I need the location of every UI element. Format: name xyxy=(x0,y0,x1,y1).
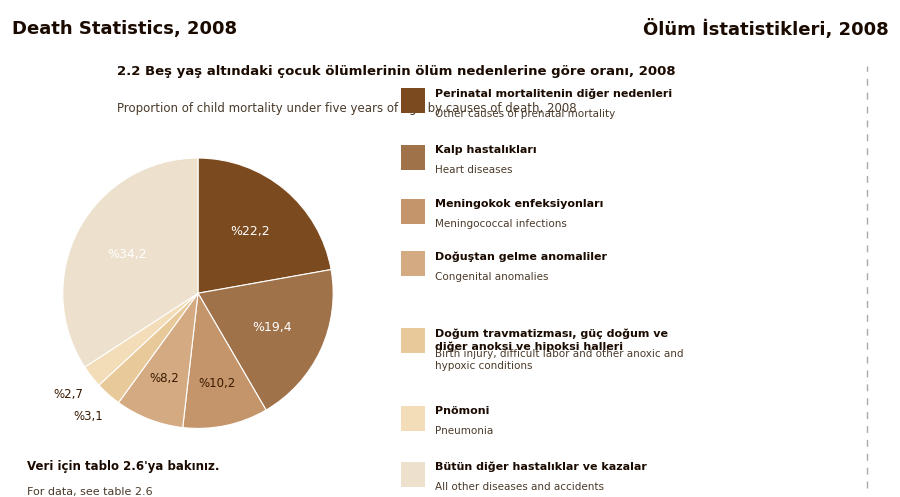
Wedge shape xyxy=(198,158,331,293)
FancyBboxPatch shape xyxy=(400,251,426,276)
Text: %3,1: %3,1 xyxy=(74,410,104,423)
Text: %8,2: %8,2 xyxy=(149,372,180,385)
FancyBboxPatch shape xyxy=(400,145,426,170)
Text: Congenital anomalies: Congenital anomalies xyxy=(435,271,548,282)
Text: Pnömoni: Pnömoni xyxy=(435,406,489,415)
Wedge shape xyxy=(63,158,198,367)
FancyBboxPatch shape xyxy=(400,199,426,224)
Text: %34,2: %34,2 xyxy=(107,248,147,261)
Text: Pneumonia: Pneumonia xyxy=(435,426,493,436)
Text: %10,2: %10,2 xyxy=(198,377,236,390)
Text: Heart diseases: Heart diseases xyxy=(435,165,512,175)
FancyBboxPatch shape xyxy=(400,406,426,431)
Text: Doğum travmatizması, güç doğum ve
diğer anoksi ve hipoksi halleri: Doğum travmatizması, güç doğum ve diğer … xyxy=(435,329,668,352)
Text: Birth injury, difficult labor and other anoxic and
hypoxic conditions: Birth injury, difficult labor and other … xyxy=(435,349,683,371)
Wedge shape xyxy=(85,293,198,385)
Text: Proportion of child mortality under five years of age by causes of death, 2008: Proportion of child mortality under five… xyxy=(117,102,577,115)
Text: Kalp hastalıkları: Kalp hastalıkları xyxy=(435,145,536,155)
Wedge shape xyxy=(119,293,198,427)
Text: Veri için tablo 2.6'ya bakınız.: Veri için tablo 2.6'ya bakınız. xyxy=(27,460,220,473)
Text: Meningokok enfeksiyonları: Meningokok enfeksiyonları xyxy=(435,199,603,209)
Text: %22,2: %22,2 xyxy=(230,225,270,238)
Text: Meningococcal infections: Meningococcal infections xyxy=(435,219,566,230)
FancyBboxPatch shape xyxy=(400,329,426,353)
Text: Other causes of prenatal mortality: Other causes of prenatal mortality xyxy=(435,109,615,119)
FancyBboxPatch shape xyxy=(400,88,426,113)
Text: Perinatal mortalitenin diğer nedenleri: Perinatal mortalitenin diğer nedenleri xyxy=(435,88,671,99)
Wedge shape xyxy=(183,293,266,428)
Wedge shape xyxy=(99,293,198,403)
Wedge shape xyxy=(198,269,333,410)
Text: Death Statistics, 2008: Death Statistics, 2008 xyxy=(12,19,237,38)
Text: All other diseases and accidents: All other diseases and accidents xyxy=(435,483,604,493)
Text: Doğuştan gelme anomaliler: Doğuştan gelme anomaliler xyxy=(435,251,607,261)
Text: Ölüm İstatistikleri, 2008: Ölüm İstatistikleri, 2008 xyxy=(643,18,888,39)
Text: Bütün diğer hastalıklar ve kazalar: Bütün diğer hastalıklar ve kazalar xyxy=(435,462,646,473)
Text: %2,7: %2,7 xyxy=(53,388,83,401)
Text: %19,4: %19,4 xyxy=(252,321,292,334)
FancyBboxPatch shape xyxy=(400,462,426,487)
Text: For data, see table 2.6: For data, see table 2.6 xyxy=(27,487,153,497)
Text: 2.2 Beş yaş altındaki çocuk ölümlerinin ölüm nedenlerine göre oranı, 2008: 2.2 Beş yaş altındaki çocuk ölümlerinin … xyxy=(117,65,676,78)
